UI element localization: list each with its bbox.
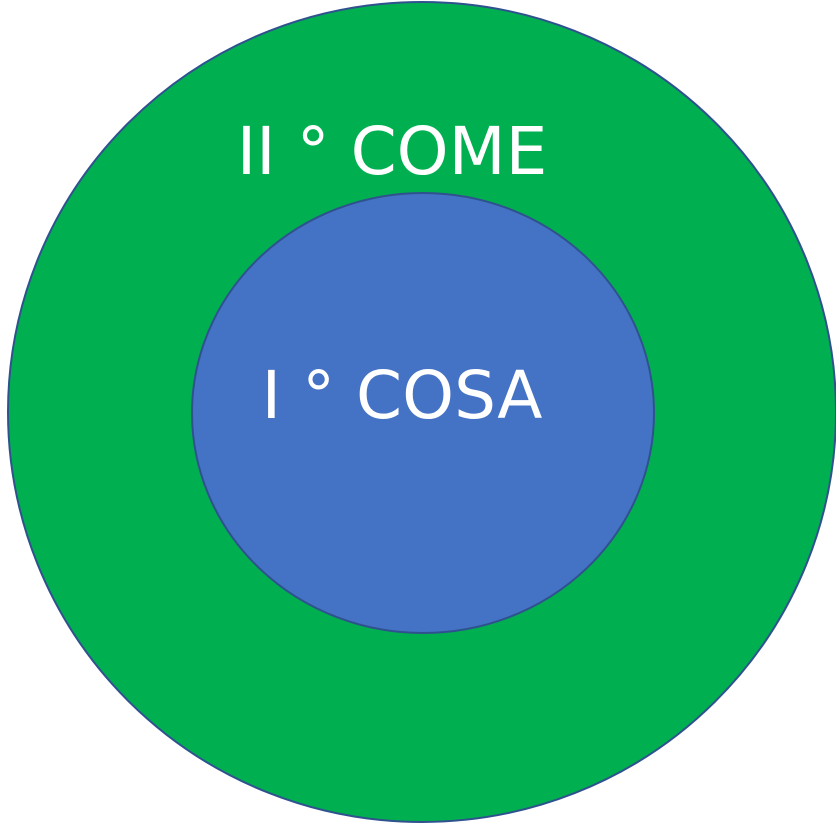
inner-circle: [191, 192, 655, 634]
inner-label: I ° COSA: [262, 357, 543, 434]
outer-label: II ° COME: [237, 113, 548, 190]
